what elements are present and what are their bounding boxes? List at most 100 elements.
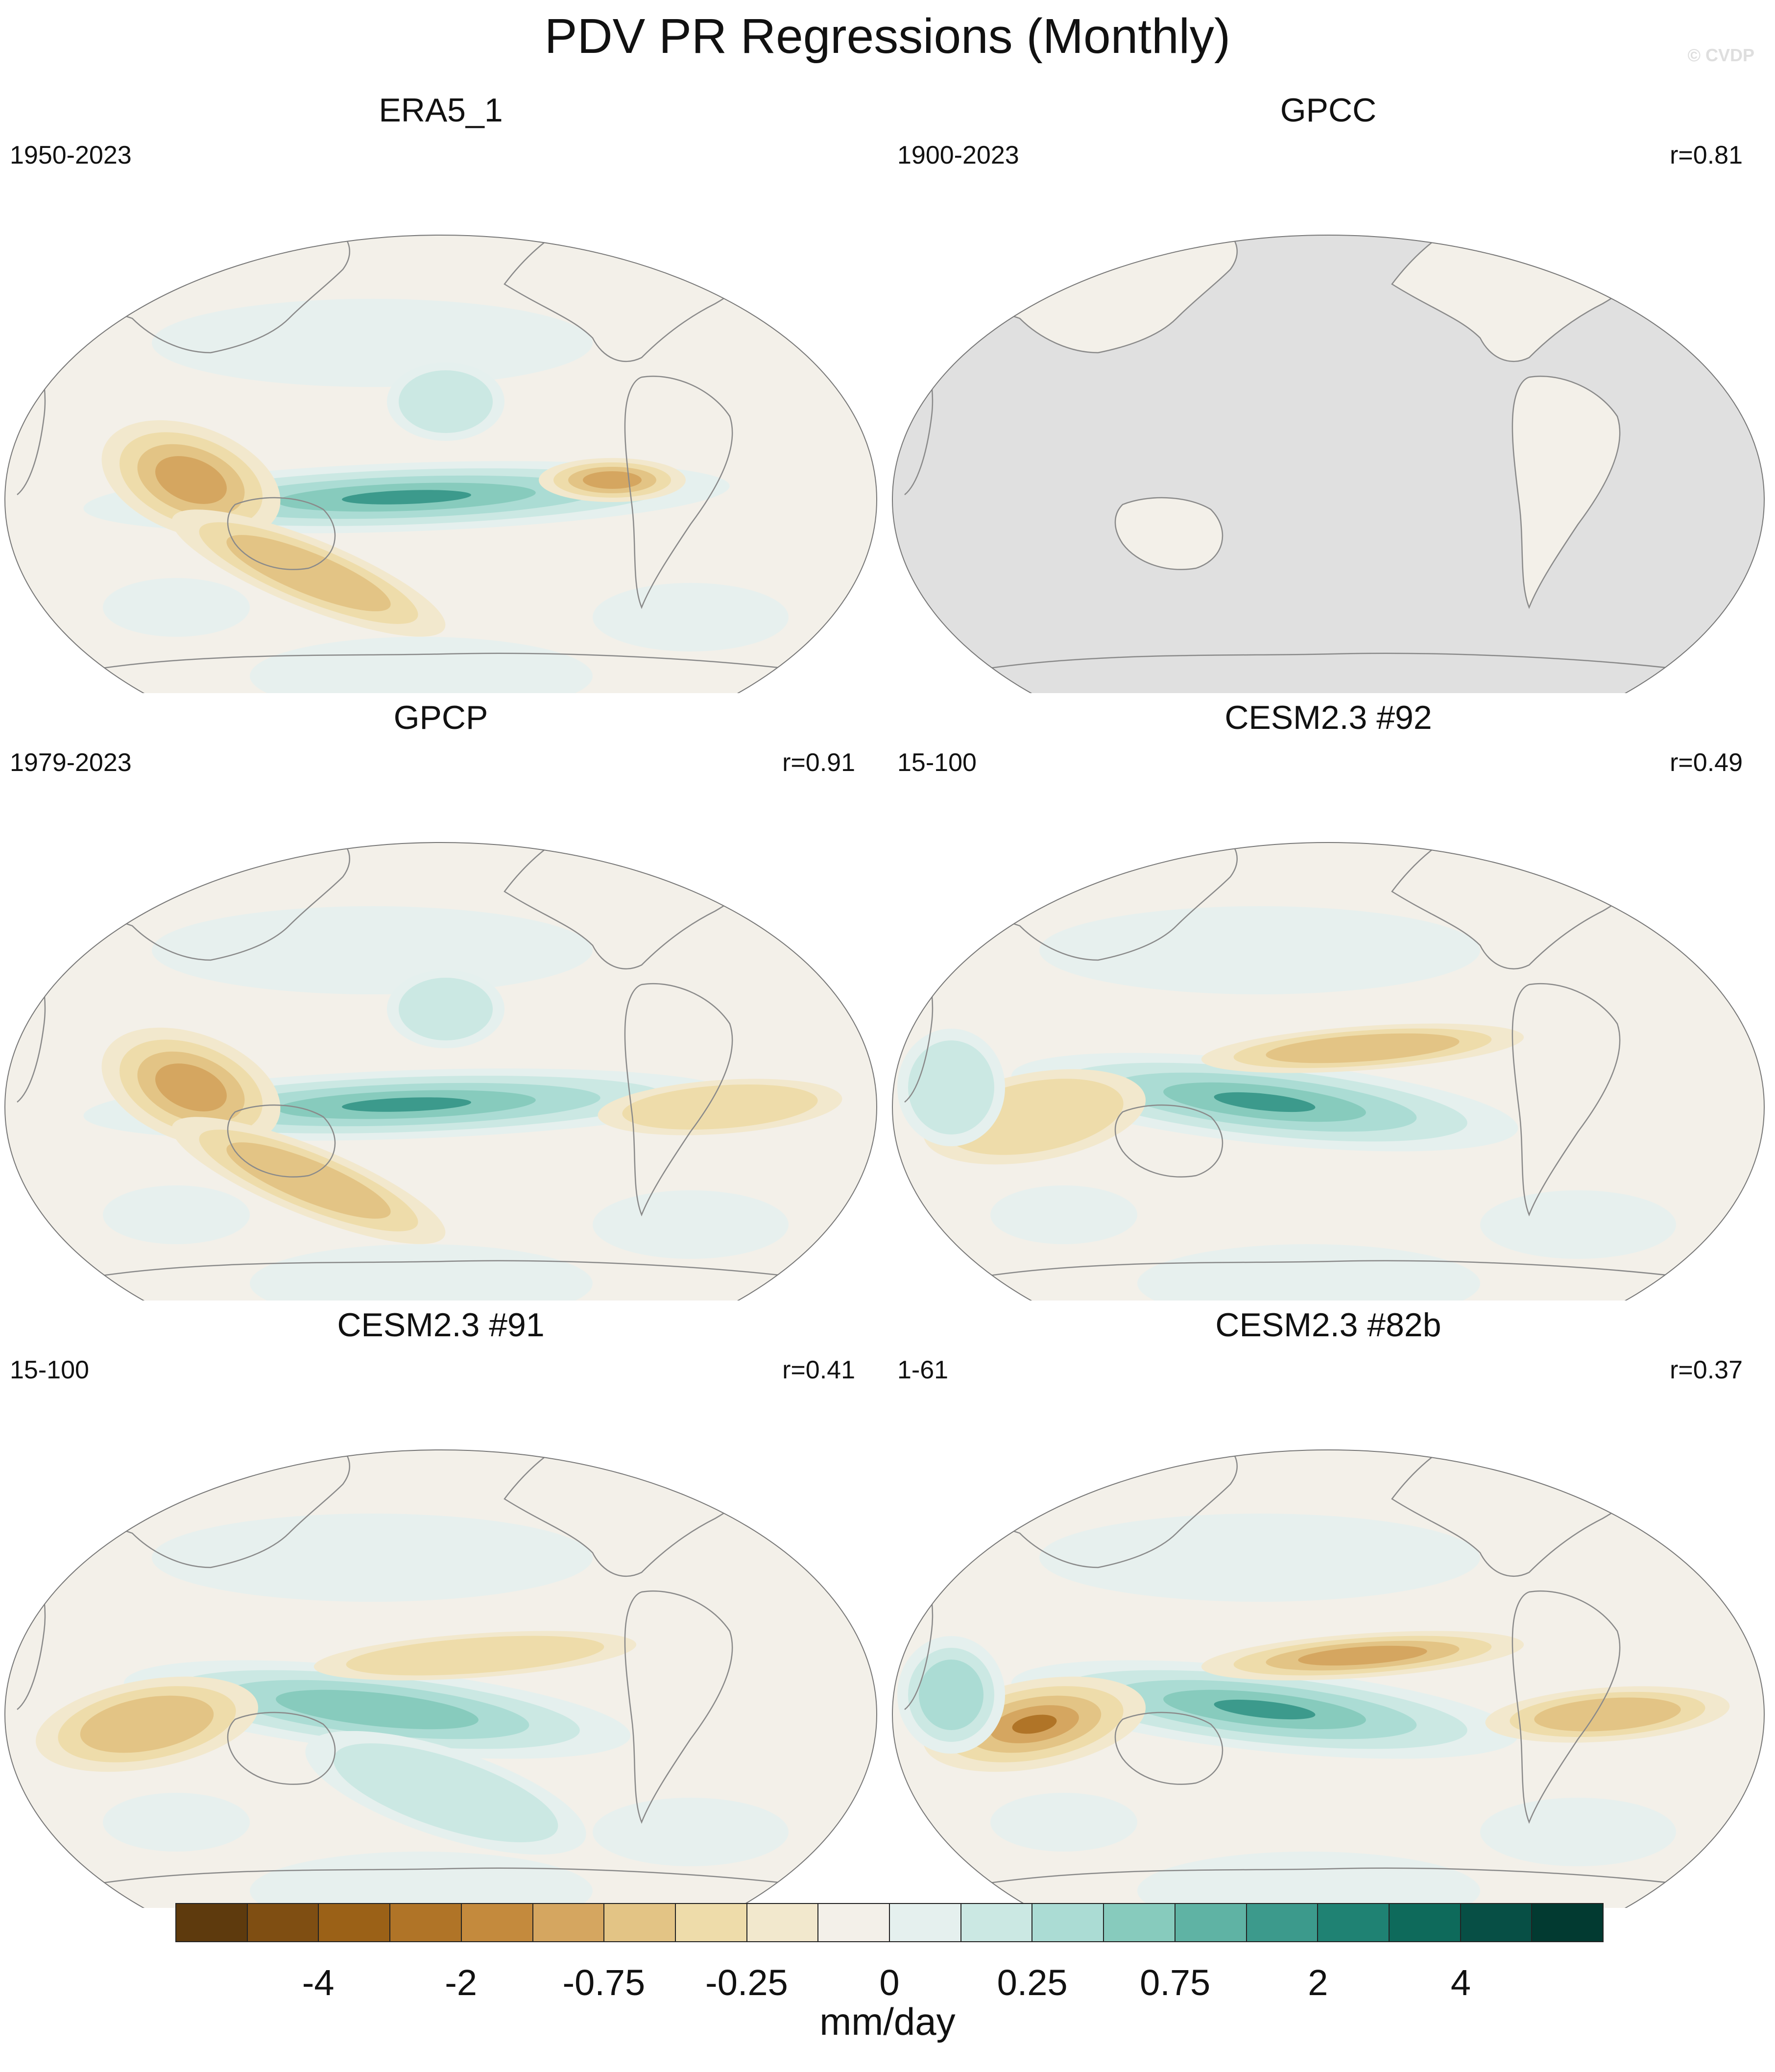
- negative-anomaly-spcz: [226, 535, 391, 611]
- coastline: [679, 199, 730, 230]
- weak-positive-band: [103, 1185, 250, 1244]
- coastline: [227, 1104, 336, 1178]
- map-panel: GPCC 1900-2023 r=0.81: [888, 91, 1769, 693]
- positive-anomaly-indian-west: [908, 1040, 994, 1134]
- coastline: [1566, 1414, 1617, 1445]
- coastline: [1511, 983, 1621, 1217]
- panel-period: 1950-2023: [10, 141, 132, 169]
- map-field: [5, 199, 877, 693]
- map-field: [892, 806, 1764, 1301]
- coastline: [1676, 856, 1746, 916]
- map-border: [4, 842, 877, 1301]
- coastline: [1566, 806, 1617, 838]
- positive-anomaly-nw-pac: [399, 370, 493, 433]
- positive-anomaly-eq-west: [276, 1689, 479, 1730]
- colorbar-tick: 0: [879, 1962, 900, 2003]
- negative-anomaly-maritime: [155, 1063, 227, 1111]
- panel-title: GPCC: [1280, 92, 1377, 129]
- negative-anomaly-maritime: [155, 456, 227, 504]
- colorbar-swatch: [961, 1904, 1033, 1941]
- map-field: [5, 1414, 877, 1908]
- coastline: [43, 843, 351, 961]
- coastline: [43, 1450, 351, 1568]
- colorbar-tick: -0.75: [562, 1962, 646, 2003]
- colorbar-tick: 2: [1308, 1962, 1328, 2003]
- coastline: [1114, 1711, 1223, 1785]
- negative-anomaly-north-eq: [1298, 1645, 1427, 1666]
- land-fill: [1566, 199, 1617, 230]
- regression-map: [892, 1414, 1765, 1908]
- colorbar-swatch: [1532, 1904, 1603, 1941]
- map-border: [4, 235, 877, 693]
- panel-title: CESM2.3 #92: [1224, 699, 1432, 736]
- colorbar-tick: 4: [1450, 1962, 1471, 2003]
- negative-anomaly-atl: [1534, 1697, 1681, 1732]
- colorbar-swatch: [675, 1904, 747, 1941]
- map-field: [892, 199, 1764, 693]
- panel-period: 1900-2023: [897, 141, 1019, 169]
- weak-positive-band: [1137, 1852, 1480, 1908]
- colorbar: [175, 1903, 1604, 1942]
- regression-map: [4, 1414, 877, 1908]
- negative-anomaly-indian: [1012, 1714, 1057, 1734]
- coastline: [83, 652, 809, 672]
- panel-period: 15-100: [897, 748, 977, 777]
- coastline: [970, 1867, 1696, 1887]
- positive-anomaly-eq-central: [342, 490, 471, 505]
- colorbar-swatch: [1318, 1904, 1390, 1941]
- map-border: [892, 1449, 1765, 1908]
- coastline: [1676, 249, 1746, 309]
- map-panel: GPCP 1979-2023 r=0.91: [0, 698, 882, 1301]
- coastline: [679, 1414, 730, 1445]
- weak-positive-band: [250, 637, 593, 693]
- coastline: [788, 249, 858, 309]
- weak-positive-band: [103, 578, 250, 637]
- coastline: [83, 1260, 809, 1279]
- weak-positive-band: [1039, 906, 1480, 994]
- colorbar-swatch: [1175, 1904, 1247, 1941]
- coastline: [788, 1464, 858, 1524]
- weak-positive-band: [152, 1514, 593, 1602]
- coastline: [1114, 497, 1223, 570]
- colorbar-swatch: [176, 1904, 248, 1941]
- coastline: [788, 856, 858, 916]
- panel-pattern-correlation: r=0.81: [1670, 141, 1743, 169]
- colorbar-swatch: [890, 1904, 961, 1941]
- colorbar-swatch: [1247, 1904, 1319, 1941]
- weak-positive-band: [593, 583, 789, 651]
- panel-title: ERA5_1: [379, 92, 503, 129]
- positive-anomaly-indian-west: [919, 1660, 983, 1730]
- colorbar-swatch: [390, 1904, 462, 1941]
- colorbar-swatch: [1104, 1904, 1175, 1941]
- map-border: [892, 842, 1765, 1301]
- negative-anomaly-north-eq: [1266, 1033, 1460, 1063]
- weak-positive-band: [250, 1852, 593, 1908]
- colorbar-swatch: [247, 1904, 319, 1941]
- colorbar-swatch: [1461, 1904, 1533, 1941]
- weak-positive-band: [593, 1798, 789, 1866]
- colorbar-swatch: [461, 1904, 533, 1941]
- map-border: [892, 235, 1765, 693]
- colorbar-tick: -0.25: [705, 1962, 788, 2003]
- coastline: [970, 652, 1696, 672]
- weak-positive-band: [103, 1793, 250, 1852]
- weak-positive-band: [1137, 1244, 1480, 1301]
- colorbar-swatch: [818, 1904, 890, 1941]
- weak-positive-band: [152, 906, 593, 994]
- colorbar-swatch: [533, 1904, 605, 1941]
- watermark: © CVDP: [1687, 45, 1754, 65]
- coastline: [227, 497, 336, 570]
- weak-positive-band: [1480, 1798, 1676, 1866]
- regression-map: [892, 199, 1765, 693]
- colorbar-swatch: [747, 1904, 819, 1941]
- weak-positive-band: [1480, 1190, 1676, 1259]
- colorbar-tick: 0.75: [1140, 1962, 1211, 2003]
- colorbar-swatch: [319, 1904, 391, 1941]
- map-field: [5, 843, 877, 1301]
- panel-pattern-correlation: r=0.41: [782, 1356, 855, 1384]
- coastline: [1566, 199, 1617, 230]
- colorbar-swatch: [1389, 1904, 1461, 1941]
- coastline: [1676, 1464, 1746, 1524]
- colorbar-tick: -4: [302, 1962, 335, 2003]
- colorbar-units: mm/day: [819, 2000, 956, 2043]
